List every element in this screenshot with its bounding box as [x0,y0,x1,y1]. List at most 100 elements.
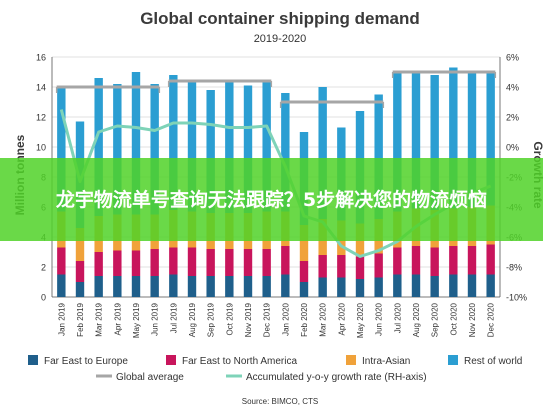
bar-segment [299,225,309,261]
x-tick-label: Jul 2020 [393,302,402,333]
bar-segment [94,252,103,276]
x-tick-label: Apr 2019 [113,302,122,335]
bar-segment [131,276,141,297]
bar-segment [150,276,159,297]
x-tick-label: Aug 2019 [188,302,197,337]
bar-segment [411,246,421,275]
bar-segment [449,246,458,275]
bar-segment [486,244,495,275]
legend-label: Global average [116,372,184,383]
bar-segment [374,277,383,297]
bar-segment [262,249,271,276]
bar-segment [243,85,253,213]
y-tick-label: 16 [36,53,46,63]
x-tick-label: Nov 2019 [244,302,253,337]
x-tick-label: Mar 2020 [319,302,328,336]
bar-segment [57,87,66,212]
bar-segment [243,276,253,297]
x-tick-label: Aug 2020 [412,302,421,337]
bar-segment [113,84,122,215]
bar-segment [467,274,477,297]
x-tick-label: Jun 2019 [151,302,160,335]
bar-segment [187,247,197,276]
legend-label: Far East to Europe [44,356,128,367]
x-tick-label: Oct 2019 [225,302,234,335]
x-tick-label: Sep 2020 [431,302,440,337]
bar-segment [337,255,346,278]
y-tick-label: 0 [41,293,46,303]
y-tick-label: 2 [41,263,46,273]
bar-segment [411,72,421,209]
y2-tick-label: -10% [506,293,527,303]
y-tick-label: 10 [36,143,46,153]
bar-segment [187,276,197,297]
bar-segment [337,277,346,297]
overlay-banner-text: 龙宇物流单号查询无法跟踪？5步解决您的物流烦恼 [55,188,488,211]
bar-segment [449,67,458,209]
legend-swatch [346,355,356,365]
bar-segment [225,276,234,297]
bar-segment [430,75,439,210]
bar-segment [299,282,309,297]
bar-segment [187,79,197,212]
x-tick-label: Feb 2019 [76,302,85,336]
bar-segment [299,261,309,282]
x-tick-label: Jan 2019 [57,302,66,335]
bar-segment [169,247,178,275]
y2-tick-label: 4% [506,83,519,93]
bar-segment [318,255,327,278]
bar-segment [150,84,159,215]
bar-segment [57,247,66,275]
x-tick-label: Jul 2019 [169,302,178,333]
legend-label: Intra-Asian [362,356,410,367]
x-tick-label: Dec 2019 [263,302,272,337]
bar-segment [57,274,66,297]
bar-segment [225,79,234,213]
bar-segment [131,72,141,215]
bar-segment [75,282,85,297]
bar-segment [486,274,495,297]
overlay-banner[interactable]: 龙宇物流单号查询无法跟踪？5步解决您的物流烦恼 [0,158,543,241]
bar-segment [225,249,234,276]
bar-segment [262,276,271,297]
bar-segment [75,261,85,282]
bar-segment [430,276,439,297]
x-tick-label: Nov 2020 [468,302,477,337]
bar-segment [281,246,290,275]
y-tick-label: 12 [36,113,46,123]
bar-segment [393,274,402,297]
bar-segment [206,249,215,276]
legend-label: Rest of world [464,356,522,367]
x-tick-label: Mar 2019 [95,302,104,336]
x-tick-label: Jan 2020 [281,302,290,335]
bar-segment [206,276,215,297]
bar-segment [206,90,215,213]
bar-segment [131,250,141,276]
bar-segment [94,78,103,216]
bar-segment [467,246,477,275]
bar-segment [113,250,122,276]
legend-swatch [448,355,458,365]
bar-segment [355,279,365,297]
bar-segment [281,274,290,297]
legend-label: Far East to North America [182,356,297,367]
bar-segment [374,94,383,219]
bar-segment [262,79,271,212]
legend-swatch [166,355,176,365]
x-tick-label: May 2019 [132,302,141,338]
source-note: Source: BIMCO, CTS [242,397,318,406]
legend-swatch [28,355,38,365]
chart-subtitle: 2019-2020 [254,33,307,45]
bar-segment [150,249,159,276]
bar-segment [169,75,178,210]
bar-segment [355,256,365,279]
chart-title: Global container shipping demand [140,9,420,28]
x-tick-label: Feb 2020 [300,302,309,336]
bar-segment [467,72,477,207]
bar-segment [318,87,327,219]
bar-segment [411,274,421,297]
x-tick-label: Apr 2020 [337,302,346,335]
bar-segment [449,274,458,297]
bar-segment [169,274,178,297]
bar-segment [75,228,85,261]
